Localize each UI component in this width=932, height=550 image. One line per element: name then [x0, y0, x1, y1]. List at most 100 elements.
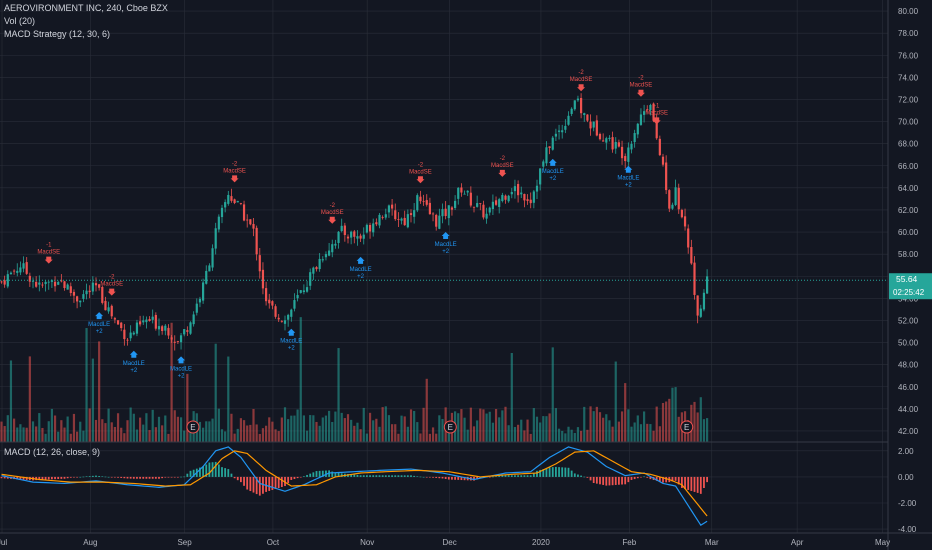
macd-histogram-bar: [217, 464, 220, 477]
macd-histogram-bar: [419, 476, 422, 478]
volume-bar: [186, 373, 189, 442]
volume-bar: [696, 412, 699, 442]
volume-bar: [564, 433, 567, 442]
time-axis[interactable]: Jul Aug Sep Oct Nov Dec 2020 Feb Mar Apr May: [0, 538, 890, 547]
volume-bar: [567, 426, 570, 442]
macd-histogram-bar: [699, 476, 702, 494]
price-tag: 55.64 02:25:42: [889, 273, 932, 300]
candle-body: [293, 300, 296, 309]
macd-histogram-bar: [22, 476, 25, 480]
long-entry-signal: MacdLE+2: [435, 232, 457, 255]
macd-legend[interactable]: MACD (12, 26, close, 9): [4, 447, 101, 457]
volume-bar: [66, 416, 69, 442]
macd-histogram-bar: [139, 476, 141, 479]
volume-legend[interactable]: Vol (20): [4, 16, 36, 26]
candle-body: [598, 134, 602, 140]
volume-bar: [265, 425, 268, 442]
volume-bar: [476, 420, 479, 442]
candle-body: [324, 254, 328, 258]
arrow-up-icon: [177, 356, 186, 364]
candle-body: [16, 270, 19, 273]
earnings-event-marker[interactable]: E: [186, 420, 200, 434]
candle-body: [50, 280, 53, 282]
macd-signal-line: [1, 450, 708, 517]
macd-histogram-bar: [177, 476, 179, 478]
signal-value: -2: [418, 162, 424, 168]
time-tick-label: Dec: [443, 538, 457, 547]
macd-histogram-bar: [221, 467, 223, 477]
candle-body: [309, 272, 312, 286]
volume-bar: [346, 414, 350, 442]
volume-bar: [211, 418, 214, 442]
signal-value: +2: [178, 373, 186, 379]
macd-histogram-bar: [16, 476, 19, 480]
macd-histogram-bar: [114, 476, 116, 478]
macd-axis[interactable]: 2.00 0.00 -2.00 -4.00: [898, 447, 917, 534]
volume-bar: [129, 407, 132, 442]
volume-bar: [305, 430, 309, 442]
volume-bar: [359, 429, 362, 442]
volume-bar: [38, 413, 41, 442]
macd-histogram-bar: [400, 475, 403, 477]
volume-bar: [98, 341, 101, 442]
time-tick-label: Jul: [0, 538, 7, 547]
macd-histogram-bar: [126, 476, 129, 479]
candle-body: [94, 283, 98, 286]
strategy-legend[interactable]: MACD Strategy (12, 30, 6): [4, 29, 111, 39]
signal-label: MacdLE: [617, 176, 639, 182]
candle-body: [665, 162, 668, 191]
price-candles[interactable]: [0, 93, 709, 351]
macd-histogram-bar: [321, 470, 324, 477]
earnings-event-marker[interactable]: E: [443, 420, 457, 434]
macd-histogram-bar: [583, 476, 586, 478]
macd-histogram-bar: [38, 476, 41, 480]
candle-body: [677, 187, 680, 210]
candle-body: [350, 231, 353, 238]
volume-bar: [299, 317, 302, 442]
price-tick-label: 42.00: [898, 427, 919, 436]
signal-value: -1: [654, 103, 660, 109]
macd-histogram-bar: [567, 467, 570, 477]
macd-histogram-bar: [0, 476, 3, 479]
macd-histogram-bar: [429, 476, 431, 478]
volume-bar: [3, 426, 6, 442]
signal-value: +2: [442, 249, 450, 255]
earnings-event-marker[interactable]: E: [680, 420, 694, 434]
macd-histogram-bar: [454, 476, 456, 480]
macd-histogram-bar: [658, 476, 661, 482]
macd-histogram-bar: [69, 476, 72, 478]
candle-body: [690, 246, 693, 264]
candle-body: [302, 290, 305, 293]
price-tick-label: 80.00: [898, 7, 919, 16]
candle-body: [19, 267, 22, 273]
macd-histogram-bar: [416, 476, 419, 477]
volume-bar: [82, 430, 85, 442]
candle-body: [699, 308, 702, 317]
signal-label: MacdSE: [630, 83, 653, 89]
long-entry-signal: MacdLE+2: [88, 312, 110, 335]
volume-bar: [113, 426, 116, 442]
macd-histogram-bar: [570, 470, 573, 477]
candle-body: [53, 281, 57, 287]
volume-bar: [643, 411, 646, 442]
candle-body: [120, 322, 123, 329]
candle-body: [343, 225, 346, 236]
volume-bar: [539, 422, 542, 442]
macd-histogram-bar: [202, 466, 204, 477]
volume-bar: [224, 431, 227, 442]
long-entry-signal: MacdLE+2: [170, 356, 192, 379]
candle-body: [422, 201, 425, 203]
volume-bar: [614, 361, 617, 442]
volume-bar: [422, 407, 425, 442]
candle-body: [346, 236, 350, 239]
macd-histogram-bar: [299, 476, 302, 478]
candle-body: [602, 140, 605, 142]
time-tick-label: Feb: [622, 538, 636, 547]
volume-bar: [706, 418, 709, 442]
candle-body: [164, 325, 167, 331]
time-tick-label: Sep: [177, 538, 192, 547]
